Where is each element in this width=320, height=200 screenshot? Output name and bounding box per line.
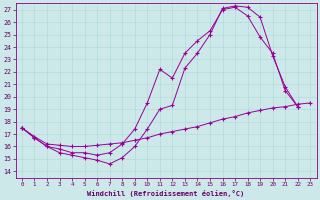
X-axis label: Windchill (Refroidissement éolien,°C): Windchill (Refroidissement éolien,°C) bbox=[87, 190, 245, 197]
